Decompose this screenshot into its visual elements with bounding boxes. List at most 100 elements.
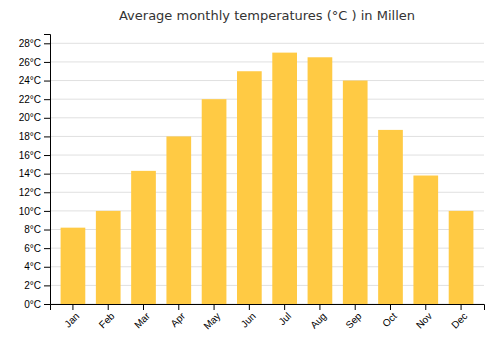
grid-line	[50, 173, 484, 174]
bar	[166, 136, 191, 304]
tick-mark	[44, 174, 50, 175]
tick-mark	[44, 81, 50, 82]
tick-label: 12°C	[19, 187, 41, 198]
tick: 22°C	[19, 94, 50, 105]
tick: Apr	[168, 304, 187, 329]
tick-mark	[44, 192, 50, 193]
tick-mark	[390, 304, 391, 310]
tick-mark	[44, 43, 50, 44]
tick-mark	[249, 304, 250, 310]
tick: 16°C	[19, 150, 50, 161]
grid-line	[50, 136, 484, 137]
tick: 6°C	[24, 243, 50, 254]
tick: 0°C	[24, 299, 50, 310]
tick: 4°C	[24, 261, 50, 272]
tick-label: 14°C	[19, 168, 41, 179]
tick-label: Nov	[414, 310, 434, 330]
tick: Jan	[62, 304, 81, 330]
tick: 18°C	[19, 131, 50, 142]
tick-mark	[44, 99, 50, 100]
grid-line	[50, 99, 484, 100]
tick-label: Jun	[239, 310, 258, 329]
tick-mark	[72, 304, 73, 310]
tick-mark	[44, 304, 50, 305]
tick: Dec	[449, 304, 469, 331]
tick-label: 24°C	[19, 75, 41, 86]
bar	[378, 130, 403, 304]
tick-label: 28°C	[19, 38, 41, 49]
tick: 26°C	[19, 57, 50, 68]
tick-label: Feb	[97, 310, 117, 330]
tick-label: 8°C	[24, 224, 41, 235]
bar	[308, 57, 333, 304]
bar	[131, 171, 156, 304]
x-axis: JanFebMarAprMayJunJulAugSepOctNovDec	[51, 304, 485, 332]
tick-label: Mar	[132, 310, 152, 330]
bar	[449, 211, 474, 304]
tick-mark	[214, 304, 215, 310]
grid-line	[50, 155, 484, 156]
tick: Feb	[97, 304, 117, 330]
plot-area	[61, 53, 474, 304]
tick-label: 18°C	[19, 131, 41, 142]
tick: 14°C	[19, 168, 50, 179]
tick-label: 20°C	[19, 112, 41, 123]
tick-mark	[284, 304, 285, 310]
tick-label: Apr	[168, 310, 187, 329]
bar	[237, 71, 262, 304]
tick-mark	[319, 304, 320, 310]
tick: Jul	[276, 304, 293, 327]
tick-label: 26°C	[19, 57, 41, 68]
tick-mark	[44, 230, 50, 231]
tick-mark	[461, 304, 462, 310]
tick: 28°C	[19, 38, 50, 49]
bar	[413, 176, 438, 304]
tick-label: Jul	[276, 310, 293, 327]
chart: 0°C 2°C 4°C 6°C 8°C 10°C 12°C 14°C 16°C 18°C 20°C 2…	[0, 0, 500, 350]
tick-mark	[44, 118, 50, 119]
tick-mark	[108, 304, 109, 310]
tick-mark	[44, 211, 50, 212]
tick-mark	[44, 62, 50, 63]
tick: 10°C	[19, 206, 50, 217]
title: Average monthly temperatures (°C ) in Mi…	[119, 8, 415, 23]
tick: Sep	[343, 304, 364, 331]
tick-mark	[178, 304, 179, 310]
tick: 8°C	[24, 224, 50, 235]
tick: 24°C	[19, 75, 50, 86]
tick-label: 10°C	[19, 206, 41, 217]
y-axis: 0°C 2°C 4°C 6°C 8°C 10°C 12°C 14°C 16°C 18°C 20°C 2…	[19, 35, 51, 310]
tick-label: 6°C	[24, 243, 41, 254]
tick: 2°C	[24, 280, 50, 291]
grid-line	[50, 80, 484, 81]
tick: May	[201, 304, 222, 332]
bar	[202, 99, 227, 304]
axis-line	[51, 305, 485, 311]
tick-label: Sep	[343, 310, 364, 331]
tick-mark	[425, 304, 426, 310]
grid-line	[50, 61, 484, 62]
bar	[343, 81, 368, 304]
tick-label: 0°C	[24, 299, 41, 310]
tick: 20°C	[19, 112, 50, 123]
tick-label: 16°C	[19, 150, 41, 161]
tick: Mar	[132, 304, 152, 330]
axis-line	[44, 35, 51, 305]
grid-line	[50, 117, 484, 118]
tick-mark	[143, 304, 144, 310]
tick-mark	[355, 304, 356, 310]
tick-label: Jan	[62, 310, 81, 329]
tick: Oct	[380, 304, 399, 329]
tick: Nov	[414, 304, 434, 331]
tick-mark	[44, 155, 50, 156]
tick-mark	[44, 136, 50, 137]
tick-mark	[44, 285, 50, 286]
tick-mark	[44, 267, 50, 268]
tick-label: 22°C	[19, 94, 41, 105]
grid	[50, 43, 484, 304]
tick-mark	[44, 248, 50, 249]
bar	[96, 211, 121, 304]
tick-label: Dec	[449, 310, 469, 330]
grid-line	[50, 43, 484, 44]
tick-label: 2°C	[24, 280, 41, 291]
